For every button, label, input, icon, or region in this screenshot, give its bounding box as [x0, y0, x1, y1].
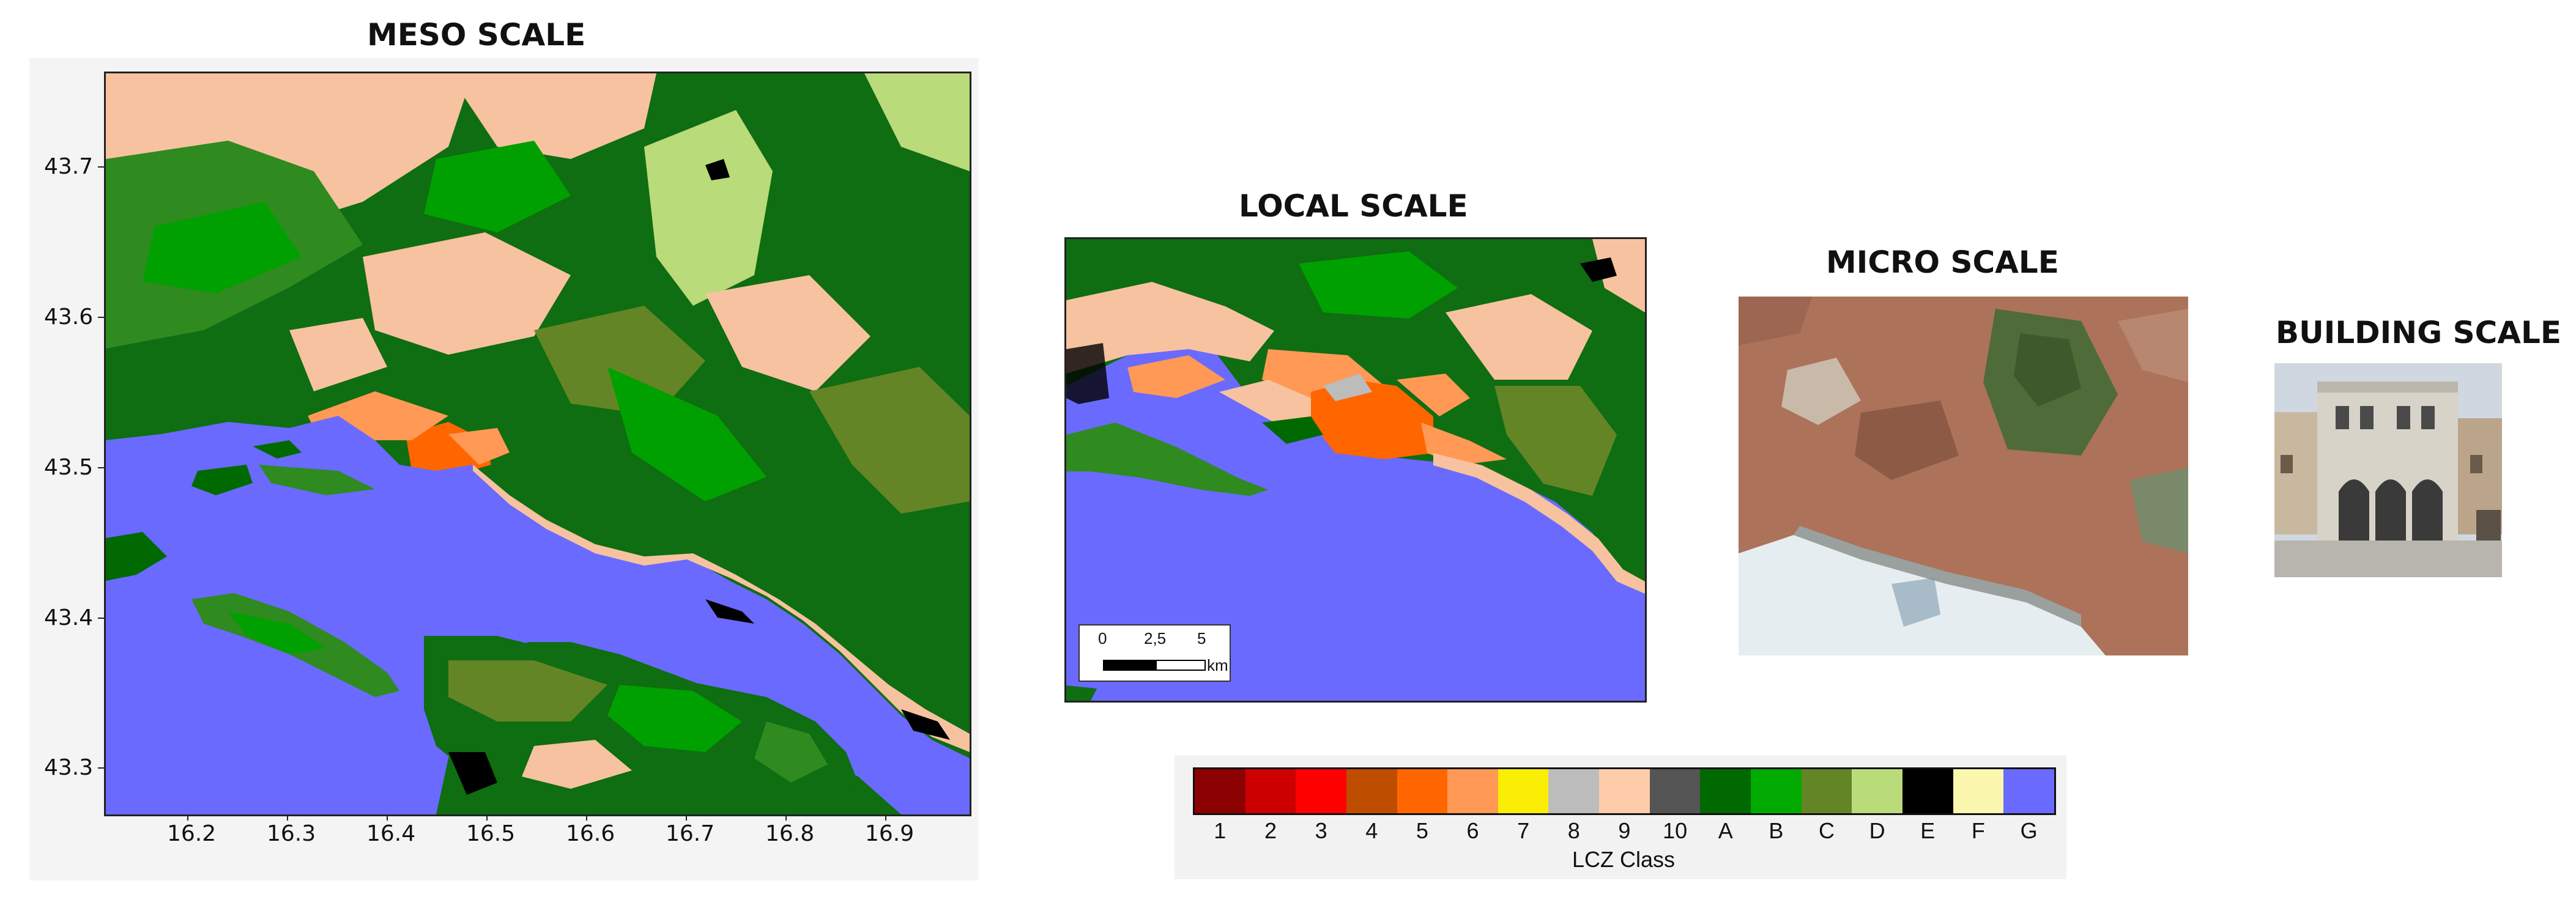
- meso-x-tick: 16.9: [865, 821, 915, 846]
- scalebar-label-2-5: 2,5: [1144, 629, 1167, 648]
- micro-scale-title: MICRO SCALE: [1826, 245, 2059, 280]
- meso-x-tick: 16.7: [666, 821, 715, 846]
- lcz-swatch-5: [1397, 769, 1448, 813]
- lcz-swatch-C: [1801, 769, 1852, 813]
- lcz-swatch-1: [1195, 769, 1245, 813]
- lcz-swatch-D: [1852, 769, 1902, 813]
- scalebar-label-0: 0: [1098, 629, 1107, 648]
- meso-y-tick: 43.6: [44, 305, 94, 330]
- lcz-swatch-10: [1649, 769, 1701, 813]
- lcz-label: 5: [1416, 818, 1428, 843]
- local-lcz-map: 0 2,5 5 km: [1064, 237, 1647, 703]
- building-photo: [2274, 363, 2502, 577]
- scalebar-label-5: 5: [1197, 629, 1206, 648]
- meso-y-tick: 43.3: [44, 755, 94, 780]
- meso-x-tick-mark: [785, 814, 787, 821]
- meso-x-tick-mark: [586, 814, 587, 821]
- local-scale-title: LOCAL SCALE: [1239, 188, 1468, 224]
- meso-y-tick-mark: [98, 317, 104, 318]
- lcz-swatch-B: [1751, 769, 1802, 813]
- lcz-label: 7: [1517, 818, 1530, 843]
- lcz-swatch-G: [2003, 769, 2054, 813]
- lcz-label: D: [1869, 818, 1885, 843]
- lcz-label: 3: [1315, 818, 1327, 843]
- scalebar-unit: km: [1207, 656, 1228, 674]
- meso-y-tick-mark: [98, 166, 104, 168]
- meso-x-tick-mark: [686, 814, 687, 821]
- lcz-swatch-2: [1245, 769, 1296, 813]
- lcz-label: A: [1718, 818, 1733, 843]
- meso-scale-title: MESO SCALE: [367, 17, 586, 53]
- lcz-label: 8: [1567, 818, 1580, 843]
- lcz-swatch-A: [1700, 769, 1751, 813]
- lcz-swatch-7: [1498, 769, 1549, 813]
- meso-y-tick-mark: [98, 767, 104, 769]
- local-scalebar: 0 2,5 5 km: [1078, 624, 1231, 682]
- meso-x-tick: 16.6: [566, 821, 615, 846]
- lcz-swatch-F: [1953, 769, 2004, 813]
- meso-y-tick-mark: [98, 618, 104, 619]
- lcz-label: B: [1769, 818, 1784, 843]
- meso-x-tick: 16.4: [366, 821, 416, 846]
- lcz-label: E: [1920, 818, 1936, 843]
- meso-x-tick-mark: [187, 814, 188, 821]
- meso-y-tick: 43.5: [44, 455, 94, 480]
- meso-x-tick: 16.5: [466, 821, 516, 846]
- meso-x-tick: 16.3: [267, 821, 316, 846]
- lcz-swatch-9: [1599, 769, 1650, 813]
- meso-y-tick: 43.7: [44, 154, 94, 179]
- building-scale-title: BUILDING SCALE: [2276, 315, 2561, 350]
- legend-title: LCZ Class: [1572, 847, 1676, 872]
- lcz-swatch-8: [1548, 769, 1600, 813]
- lcz-label: F: [1971, 818, 1985, 843]
- meso-x-tick: 16.2: [167, 821, 217, 846]
- lcz-label: 1: [1214, 818, 1227, 843]
- lcz-swatch-E: [1902, 769, 1953, 813]
- meso-y-tick: 43.4: [44, 605, 94, 630]
- lcz-label: 6: [1466, 818, 1479, 843]
- scalebar-white-segment: [1156, 660, 1206, 671]
- lcz-colorbar: [1193, 767, 2056, 815]
- lcz-label: 2: [1264, 818, 1277, 843]
- lcz-swatch-4: [1346, 769, 1397, 813]
- lcz-label: C: [1819, 818, 1835, 843]
- lcz-label: 4: [1365, 818, 1378, 843]
- meso-x-tick-mark: [287, 814, 288, 821]
- lcz-swatch-6: [1447, 769, 1498, 813]
- lcz-swatch-3: [1296, 769, 1346, 813]
- lcz-label: 10: [1663, 818, 1688, 843]
- scalebar-black-segment: [1103, 660, 1157, 671]
- lcz-label: 9: [1618, 818, 1631, 843]
- meso-x-tick-mark: [486, 814, 488, 821]
- micro-aerial-image: [1739, 297, 2188, 655]
- meso-x-tick-mark: [387, 814, 388, 821]
- meso-y-tick-mark: [98, 467, 104, 468]
- lcz-label: G: [2020, 818, 2038, 843]
- meso-x-tick-mark: [885, 814, 886, 821]
- meso-lcz-map: [104, 72, 971, 816]
- lcz-class-labels: 1 2 3 4 5 6 7 8 9 10 A B C D E F G: [1195, 818, 2054, 845]
- meso-x-tick: 16.8: [765, 821, 815, 846]
